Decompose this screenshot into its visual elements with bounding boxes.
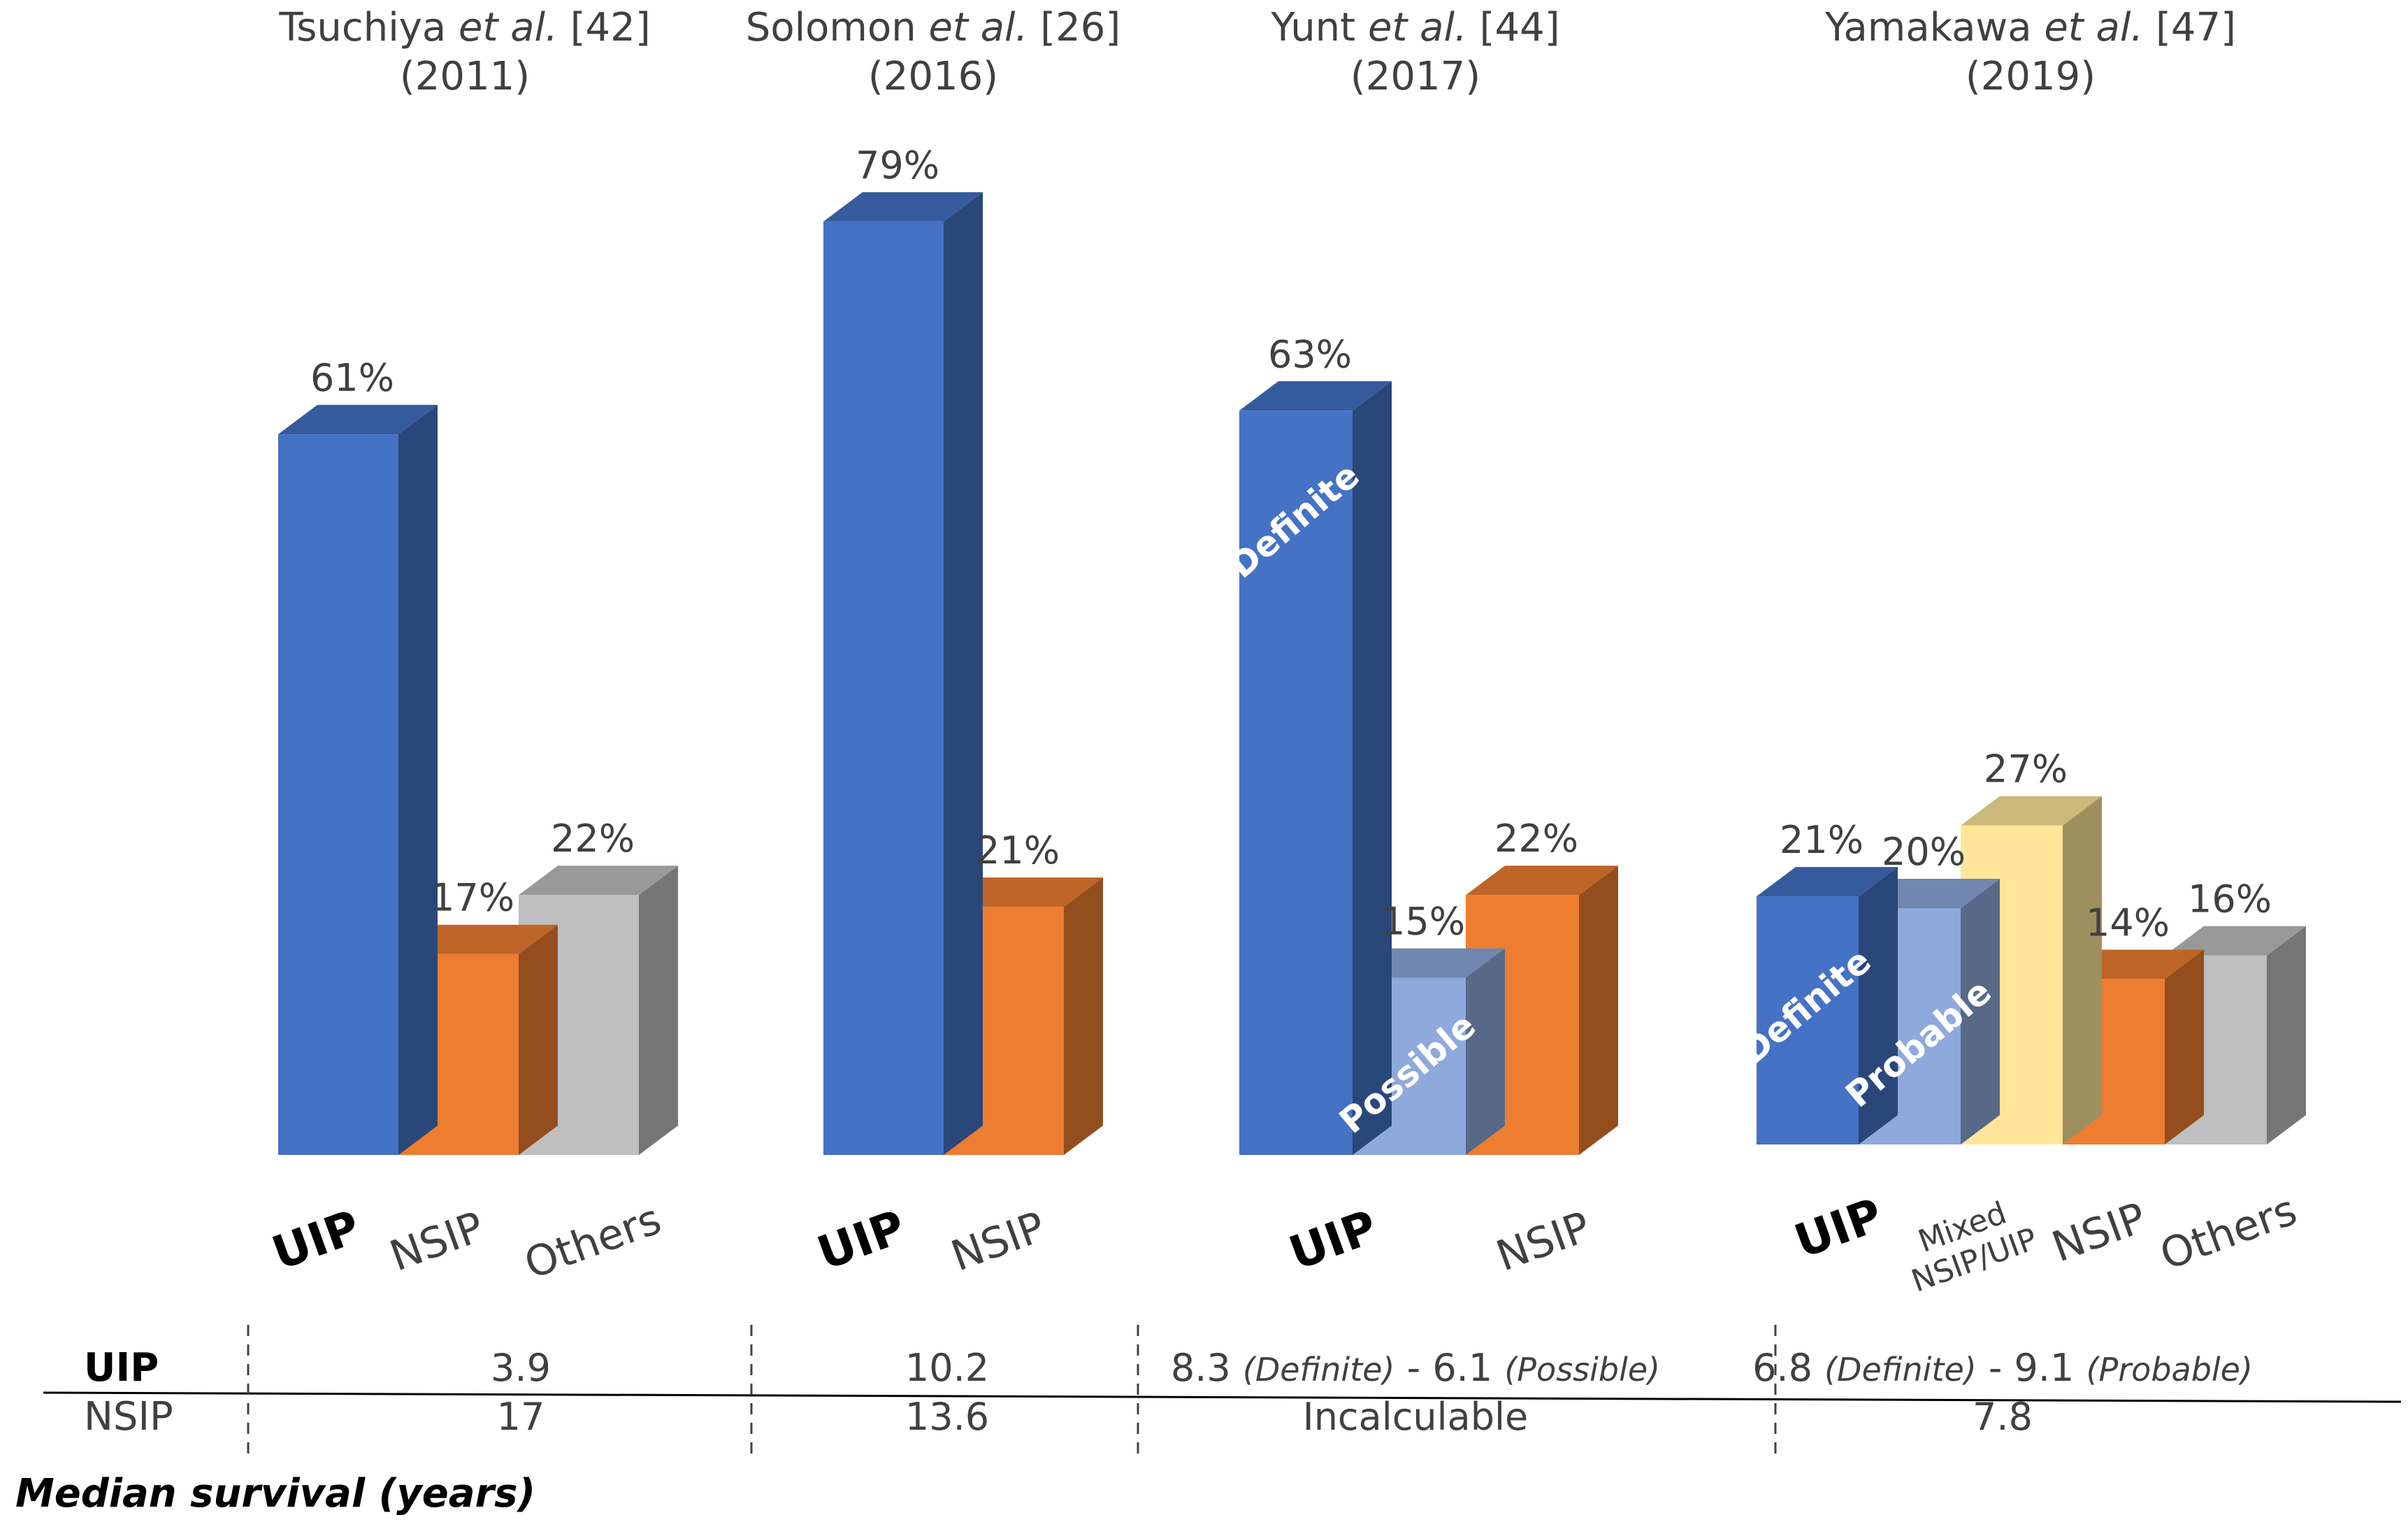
category-label: Others bbox=[2154, 1186, 2302, 1280]
category-label: UIP bbox=[811, 1200, 912, 1281]
bar-top bbox=[398, 924, 558, 954]
group-yamakawa: Yamakawa et al. [47](2019)16%14%27%20%Pr… bbox=[1733, 5, 2306, 1300]
value-label: 21% bbox=[976, 828, 1060, 873]
bar bbox=[823, 192, 983, 1155]
value-label: 27% bbox=[1984, 747, 2068, 791]
bar-top bbox=[278, 405, 438, 435]
table-cell: 3.9 bbox=[491, 1346, 551, 1390]
bar-side bbox=[519, 924, 558, 1155]
bars bbox=[1239, 381, 1618, 1155]
value-label: 15% bbox=[1381, 900, 1465, 944]
study-year: (2011) bbox=[400, 54, 530, 99]
bar-top bbox=[519, 866, 678, 896]
table-cell: 13.6 bbox=[905, 1395, 989, 1439]
category-label: Others bbox=[518, 1195, 667, 1289]
bar bbox=[278, 405, 438, 1155]
bar-side bbox=[2267, 926, 2306, 1144]
category-labels: UIP MixedNSIP/UIP NSIP Others bbox=[1788, 1186, 2303, 1300]
study-groups: Tsuchiya et al. [42](2011)22%17%61%UIP NS… bbox=[266, 5, 2306, 1300]
value-label: 21% bbox=[1780, 818, 1863, 862]
study-title: Yunt et al. [44] bbox=[1270, 5, 1559, 50]
bar-side bbox=[1353, 381, 1392, 1155]
category-label: NSIP bbox=[945, 1203, 1052, 1282]
study-title: Yamakawa et al. [47] bbox=[1824, 5, 2236, 50]
bar-top bbox=[1961, 796, 2102, 826]
bar-top bbox=[1466, 866, 1618, 896]
table-cell: 7.8 bbox=[1973, 1395, 2033, 1439]
value-label: 61% bbox=[310, 356, 394, 400]
category-label: UIP bbox=[1283, 1200, 1384, 1281]
study-title: Solomon et al. [26] bbox=[746, 5, 1120, 50]
category-label: UIP bbox=[1788, 1188, 1889, 1269]
bar-front bbox=[1239, 410, 1353, 1155]
table-cell: 17 bbox=[497, 1395, 545, 1439]
table-cell: Incalculable bbox=[1303, 1395, 1528, 1439]
value-label: 14% bbox=[2086, 900, 2170, 945]
value-label: 17% bbox=[431, 876, 514, 920]
bars bbox=[278, 405, 678, 1155]
study-year: (2016) bbox=[868, 54, 998, 99]
bar-side bbox=[2165, 949, 2204, 1144]
table-cell: 8.3 (Definite) - 6.1 (Possible) bbox=[1171, 1346, 1660, 1390]
bar-top bbox=[1239, 381, 1392, 411]
bars bbox=[823, 192, 1103, 1155]
category-label: NSIP bbox=[384, 1203, 491, 1282]
table-title: Median survival (years) bbox=[15, 1471, 535, 1516]
category-label: NSIP bbox=[1490, 1203, 1597, 1282]
category-labels: UIP NSIP Others bbox=[266, 1195, 668, 1289]
bar-side bbox=[944, 192, 983, 1155]
group-tsuchiya: Tsuchiya et al. [42](2011) 22% 17% 61% UIP NS… bbox=[266, 5, 678, 1289]
value-label: 16% bbox=[2188, 877, 2272, 921]
bars bbox=[1757, 796, 2306, 1144]
category-label: MixedNSIP/UIP bbox=[1895, 1189, 2042, 1300]
bar-side bbox=[1466, 948, 1505, 1155]
bar-top bbox=[1757, 867, 1898, 897]
group-yunt: Yunt et al. [44](2017)22%15%Possible63%D… bbox=[1222, 5, 1618, 1281]
value-label: 79% bbox=[856, 143, 939, 187]
bar-top bbox=[823, 192, 983, 222]
median-survival-table: UIP 3.9 10.2 8.3 (Definite) - 6.1 (Possible… bbox=[15, 1325, 2402, 1516]
study-year: (2019) bbox=[1966, 54, 2096, 99]
table-cell: 10.2 bbox=[905, 1346, 989, 1390]
category-labels: UIP NSIP bbox=[811, 1200, 1052, 1281]
table-cell: 6.8 (Definite) - 9.1 (Probable) bbox=[1752, 1346, 2253, 1390]
bar-labels: 21% 79% bbox=[856, 143, 1060, 873]
row-label: UIP bbox=[84, 1345, 159, 1391]
bar-side bbox=[1064, 877, 1103, 1155]
bar bbox=[1239, 381, 1392, 1155]
bar bbox=[1757, 867, 1898, 1144]
value-label: 22% bbox=[551, 817, 635, 861]
bar-side bbox=[639, 866, 678, 1155]
value-label: 20% bbox=[1882, 830, 1966, 874]
bar bbox=[2165, 926, 2306, 1144]
value-label: 22% bbox=[1494, 817, 1578, 861]
study-year: (2017) bbox=[1350, 54, 1480, 99]
bar-side bbox=[1961, 879, 2000, 1144]
bar-front bbox=[278, 434, 398, 1155]
bar-top bbox=[2165, 926, 2306, 956]
bar-side bbox=[2063, 796, 2102, 1144]
bar-top bbox=[944, 877, 1103, 907]
study-title: Tsuchiya et al. [42] bbox=[278, 5, 650, 50]
bar-front bbox=[823, 221, 944, 1155]
category-label: NSIP bbox=[2046, 1193, 2153, 1272]
row-label: NSIP bbox=[84, 1394, 173, 1440]
bar-side bbox=[1579, 866, 1618, 1155]
bar-side bbox=[398, 405, 438, 1155]
group-solomon: Solomon et al. [26](2016) 21% 79% UIP NSIP bbox=[746, 5, 1120, 1281]
category-label: UIP bbox=[266, 1200, 367, 1281]
row-separator bbox=[43, 1391, 2402, 1403]
bar-front bbox=[1757, 896, 1859, 1144]
bar-side bbox=[1859, 867, 1898, 1144]
value-label: 63% bbox=[1268, 332, 1352, 376]
category-labels: UIP NSIP bbox=[1283, 1200, 1597, 1281]
bar-labels: 22% 17% 61% bbox=[310, 356, 635, 920]
